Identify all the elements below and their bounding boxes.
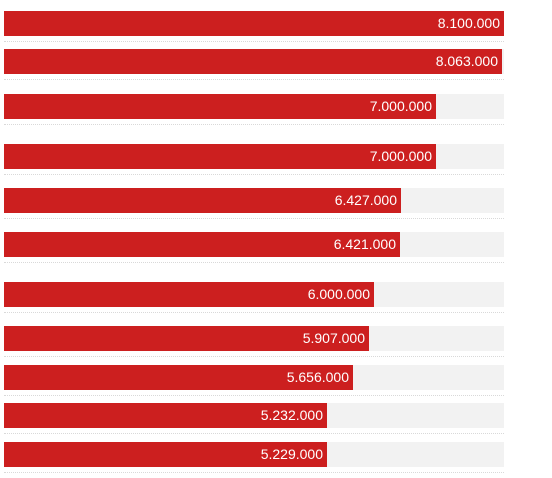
row-divider <box>4 79 504 80</box>
bar-value-label: 5.907.000 <box>302 330 365 346</box>
row-divider <box>4 472 504 473</box>
bar <box>4 11 504 36</box>
bar <box>4 442 327 467</box>
row-divider <box>4 262 504 263</box>
bar-value-label: 5.229.000 <box>260 446 323 462</box>
bar <box>4 94 436 119</box>
row-divider <box>4 41 504 42</box>
bar <box>4 49 502 74</box>
bar-value-label: 8.063.000 <box>435 53 498 69</box>
row-divider <box>4 395 504 396</box>
bar-value-label: 5.656.000 <box>286 369 349 385</box>
bar <box>4 403 327 428</box>
row-divider <box>4 218 504 219</box>
bar-value-label: 6.000.000 <box>307 286 370 302</box>
bar-value-label: 6.427.000 <box>334 192 397 208</box>
row-divider <box>4 174 504 175</box>
bar <box>4 326 369 351</box>
row-divider <box>4 124 504 125</box>
bar <box>4 188 401 213</box>
row-divider <box>4 312 504 313</box>
bar <box>4 144 436 169</box>
bar <box>4 282 374 307</box>
row-divider <box>4 433 504 434</box>
bar <box>4 232 400 257</box>
bar-value-label: 7.000.000 <box>369 148 432 164</box>
bar-value-label: 6.421.000 <box>333 236 396 252</box>
row-divider <box>4 356 504 357</box>
bar-value-label: 8.100.000 <box>437 15 500 31</box>
bar-value-label: 7.000.000 <box>369 98 432 114</box>
bar <box>4 365 353 390</box>
bar-value-label: 5.232.000 <box>260 407 323 423</box>
